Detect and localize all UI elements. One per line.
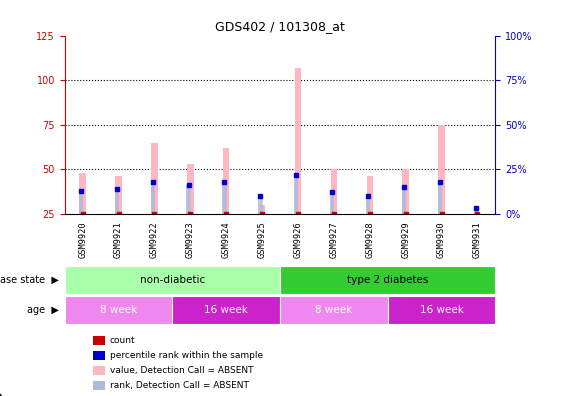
Bar [403, 169, 409, 214]
Bar [79, 190, 83, 214]
Text: GSM9928: GSM9928 [365, 222, 374, 258]
Text: disease state  ▶: disease state ▶ [0, 275, 59, 285]
Text: 16 week: 16 week [419, 305, 463, 315]
Text: GSM9925: GSM9925 [258, 222, 267, 258]
Bar [280, 266, 495, 295]
Bar [186, 185, 191, 214]
Title: GDS402 / 101308_at: GDS402 / 101308_at [215, 20, 345, 33]
Bar [115, 177, 122, 214]
Text: type 2 diabetes: type 2 diabetes [347, 275, 428, 285]
Text: GSM9922: GSM9922 [150, 222, 159, 258]
Bar [388, 295, 495, 324]
Bar [437, 182, 442, 214]
Text: percentile rank within the sample: percentile rank within the sample [110, 351, 263, 360]
Bar [295, 68, 301, 214]
Text: GSM9920: GSM9920 [78, 222, 87, 258]
Text: rank, Detection Call = ABSENT: rank, Detection Call = ABSENT [110, 381, 249, 390]
Bar [402, 187, 406, 214]
Text: 8 week: 8 week [315, 305, 352, 315]
Bar [65, 295, 172, 324]
Bar [258, 196, 262, 214]
Text: count: count [110, 336, 136, 345]
Text: GSM9923: GSM9923 [186, 222, 195, 258]
Bar [150, 182, 155, 214]
Text: 8 week: 8 week [100, 305, 137, 315]
Bar [222, 182, 227, 214]
Bar [330, 192, 334, 214]
Text: GSM9924: GSM9924 [222, 222, 231, 258]
Bar [280, 295, 388, 324]
Bar [330, 169, 337, 214]
Bar [223, 148, 230, 214]
Text: GSM9931: GSM9931 [473, 222, 482, 258]
Bar [473, 208, 478, 214]
Text: GSM9921: GSM9921 [114, 222, 123, 258]
Bar [259, 205, 265, 214]
Text: GSM9927: GSM9927 [329, 222, 338, 258]
Bar [367, 177, 373, 214]
Bar [79, 173, 86, 214]
Bar [65, 266, 280, 295]
Text: GSM9929: GSM9929 [401, 222, 410, 258]
Bar [294, 175, 298, 214]
Text: age  ▶: age ▶ [27, 305, 59, 315]
Text: value, Detection Call = ABSENT: value, Detection Call = ABSENT [110, 366, 253, 375]
Bar [366, 196, 370, 214]
Bar [439, 125, 445, 214]
Bar [115, 189, 119, 214]
Bar [187, 164, 194, 214]
Text: GSM9926: GSM9926 [293, 222, 302, 258]
Bar [151, 143, 158, 214]
Bar [172, 295, 280, 324]
Text: GSM9930: GSM9930 [437, 222, 446, 258]
Text: 16 week: 16 week [204, 305, 248, 315]
Text: non-diabetic: non-diabetic [140, 275, 205, 285]
